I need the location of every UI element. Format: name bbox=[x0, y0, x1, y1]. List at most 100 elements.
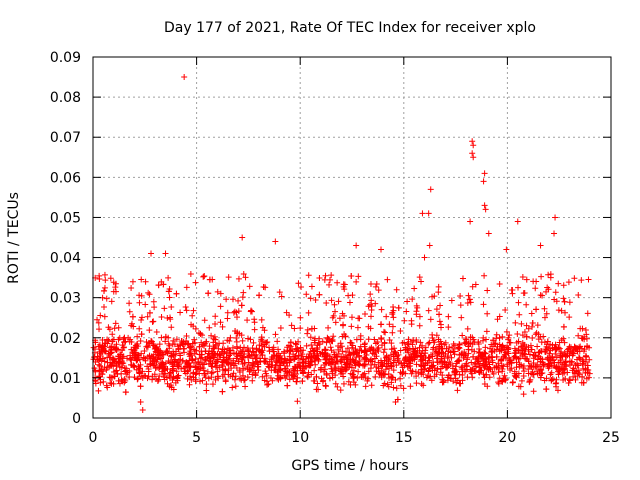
data-point bbox=[174, 373, 181, 380]
data-point bbox=[368, 382, 375, 389]
data-point bbox=[100, 378, 107, 385]
data-point bbox=[343, 348, 350, 355]
data-point bbox=[516, 311, 523, 318]
data-point bbox=[245, 354, 252, 361]
data-point bbox=[418, 278, 425, 285]
data-point bbox=[397, 347, 404, 354]
data-point bbox=[108, 380, 115, 387]
data-point bbox=[411, 285, 418, 292]
data-point bbox=[272, 331, 279, 338]
data-point bbox=[498, 357, 505, 364]
data-point bbox=[212, 376, 219, 383]
data-point bbox=[533, 329, 540, 336]
data-point bbox=[575, 291, 582, 298]
data-point bbox=[126, 374, 133, 381]
data-point bbox=[233, 334, 240, 341]
data-point bbox=[161, 305, 168, 312]
data-point bbox=[561, 298, 568, 305]
data-point bbox=[212, 336, 219, 343]
data-point bbox=[526, 378, 533, 385]
data-point bbox=[530, 371, 537, 378]
data-point bbox=[323, 372, 330, 379]
data-point bbox=[545, 271, 552, 278]
data-point bbox=[502, 349, 509, 356]
data-point bbox=[517, 383, 524, 390]
data-point bbox=[390, 384, 397, 391]
data-point bbox=[330, 333, 337, 340]
data-point bbox=[95, 343, 102, 350]
data-point bbox=[347, 381, 354, 388]
data-point bbox=[502, 376, 509, 383]
y-axis-label: ROTI / TECUs bbox=[6, 192, 22, 284]
data-point bbox=[101, 284, 108, 291]
data-point bbox=[426, 242, 433, 249]
data-point bbox=[496, 365, 503, 372]
data-point bbox=[496, 334, 503, 341]
data-point bbox=[449, 365, 456, 372]
data-point bbox=[121, 365, 128, 372]
data-point bbox=[136, 325, 143, 332]
data-point bbox=[502, 355, 509, 362]
data-point bbox=[102, 347, 109, 354]
data-point bbox=[205, 290, 212, 297]
data-point bbox=[127, 352, 134, 359]
data-point bbox=[257, 348, 264, 355]
data-point bbox=[144, 375, 151, 382]
data-point bbox=[372, 300, 379, 307]
data-point bbox=[481, 272, 488, 279]
data-point bbox=[439, 363, 446, 370]
data-point bbox=[409, 368, 416, 375]
data-point bbox=[463, 360, 470, 367]
data-point bbox=[109, 338, 116, 345]
data-point bbox=[565, 279, 572, 286]
data-point bbox=[569, 347, 576, 354]
data-point bbox=[226, 347, 233, 354]
data-point bbox=[288, 356, 295, 363]
data-point bbox=[567, 377, 574, 384]
data-point bbox=[110, 288, 117, 295]
data-point bbox=[388, 340, 395, 347]
data-point bbox=[434, 359, 441, 366]
data-point bbox=[397, 375, 404, 382]
y-tick-label: 0.05 bbox=[50, 210, 81, 226]
data-point bbox=[539, 292, 546, 299]
data-point bbox=[525, 347, 532, 354]
data-point bbox=[515, 284, 522, 291]
data-point bbox=[240, 289, 247, 296]
data-point bbox=[229, 344, 236, 351]
data-point bbox=[95, 319, 102, 326]
data-point bbox=[566, 314, 573, 321]
data-point bbox=[138, 331, 145, 338]
data-point bbox=[233, 343, 240, 350]
data-point bbox=[445, 313, 452, 320]
data-point bbox=[236, 368, 243, 375]
data-point bbox=[326, 281, 333, 288]
data-point bbox=[513, 359, 520, 366]
data-point bbox=[266, 348, 273, 355]
data-point bbox=[368, 297, 375, 304]
data-point bbox=[419, 342, 426, 349]
data-point bbox=[326, 276, 333, 283]
data-point bbox=[562, 309, 569, 316]
data-point bbox=[186, 344, 193, 351]
data-point bbox=[462, 368, 469, 375]
data-point bbox=[201, 273, 208, 280]
data-point bbox=[393, 362, 400, 369]
data-point bbox=[464, 325, 471, 332]
data-point bbox=[359, 371, 366, 378]
data-point bbox=[399, 370, 406, 377]
data-point bbox=[559, 361, 566, 368]
data-point bbox=[574, 348, 581, 355]
data-point bbox=[276, 366, 283, 373]
data-point bbox=[162, 333, 169, 340]
data-point bbox=[481, 349, 488, 356]
data-point bbox=[310, 377, 317, 384]
data-point bbox=[331, 364, 338, 371]
data-point bbox=[318, 375, 325, 382]
data-point bbox=[290, 367, 297, 374]
data-point bbox=[214, 358, 221, 365]
data-point bbox=[281, 372, 288, 379]
data-point bbox=[307, 295, 314, 302]
data-point bbox=[450, 348, 457, 355]
data-point bbox=[304, 326, 311, 333]
